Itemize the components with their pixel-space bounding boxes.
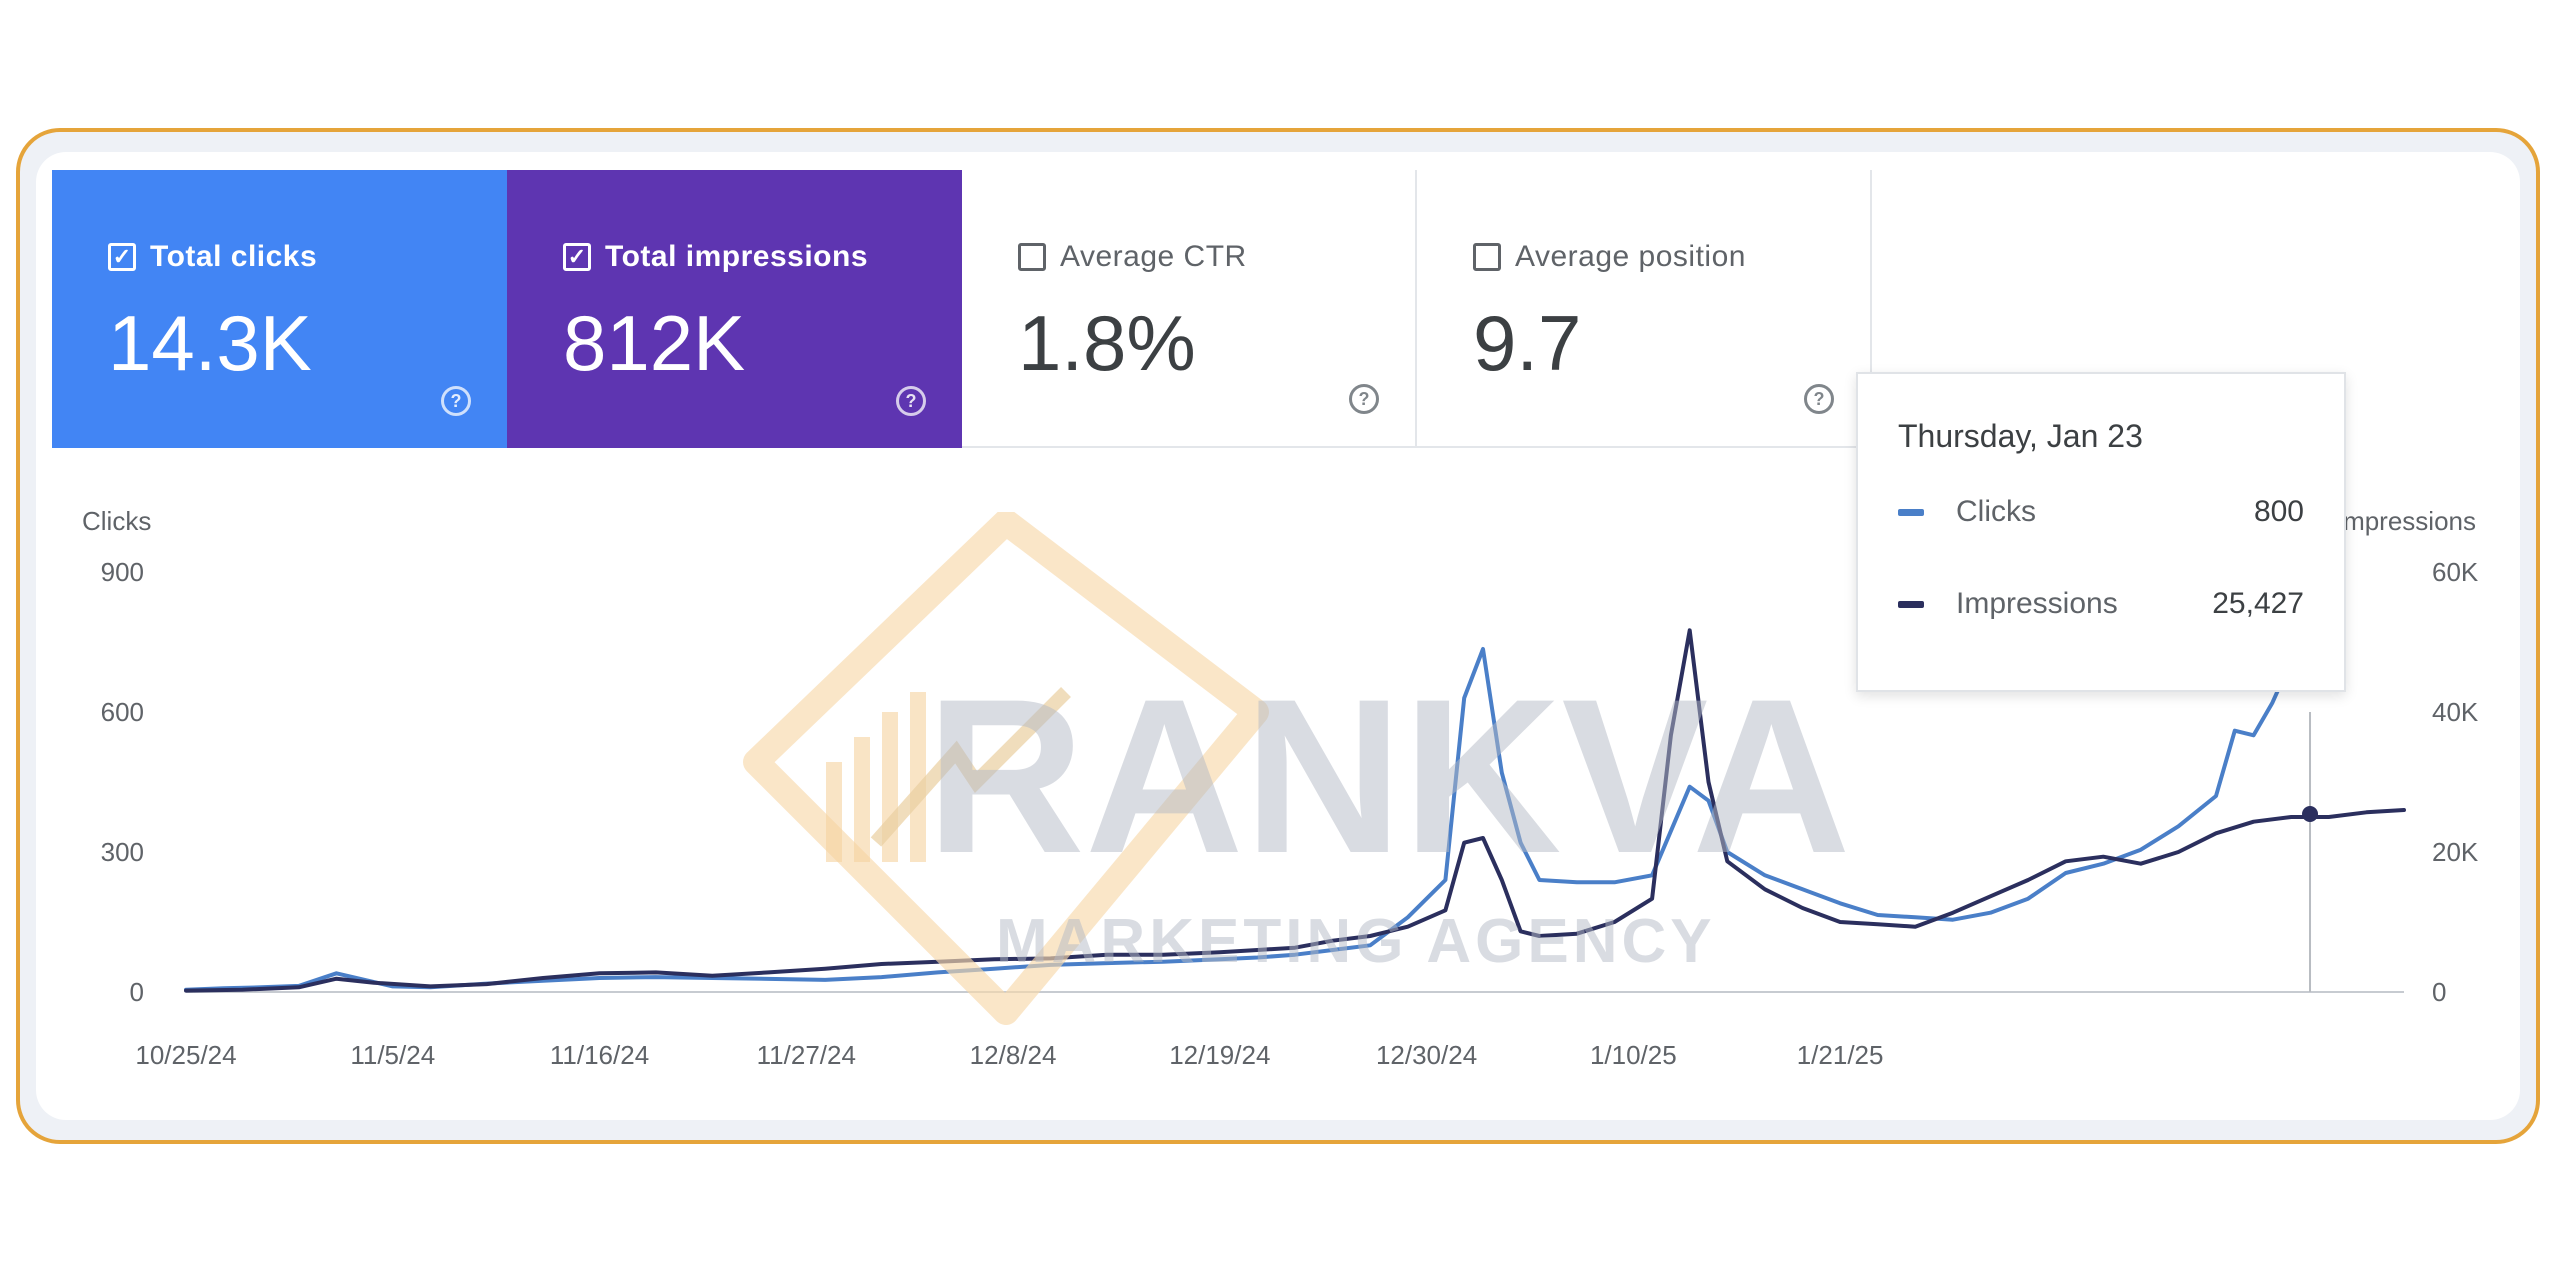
x-tick-label: 11/27/24 [757, 1040, 856, 1070]
y-right-tick-label: 40K [2432, 697, 2479, 727]
tooltip-row-impressions: Impressions 25,427 [1898, 584, 2304, 624]
x-ticks: 10/25/24 11/5/24 11/16/24 11/27/24 12/8/24 12… [135, 1040, 1883, 1070]
metric-average-position[interactable]: Average position 9.7 ? [1417, 170, 1872, 448]
tooltip-row-clicks: Clicks 800 [1898, 492, 2304, 532]
x-tick-label: 1/21/25 [1797, 1040, 1884, 1070]
help-icon[interactable]: ? [441, 386, 471, 416]
x-tick-label: 12/19/24 [1169, 1040, 1270, 1070]
y-right-tick-label: 20K [2432, 837, 2479, 867]
metric-tabs: ✓ Total clicks 14.3K ? ✓ Total impressio… [52, 170, 1872, 450]
help-icon[interactable]: ? [1804, 384, 1834, 414]
help-icon[interactable]: ? [1349, 384, 1379, 414]
metric-total-impressions[interactable]: ✓ Total impressions 812K ? [507, 170, 962, 448]
x-tick-label: 12/30/24 [1376, 1040, 1477, 1070]
x-tick-label: 1/10/25 [1590, 1040, 1677, 1070]
clicks-legend-icon [1898, 508, 1924, 516]
tooltip-title: Thursday, Jan 23 [1898, 418, 2143, 454]
performance-card: ✓ Total clicks 14.3K ? ✓ Total impressio… [36, 152, 2520, 1120]
y-left-tick-label: 0 [130, 977, 144, 1007]
metric-label-row: ✓ Total clicks [108, 240, 317, 274]
metric-label: Average CTR [1060, 240, 1247, 273]
metric-label: Average position [1515, 240, 1746, 273]
help-icon[interactable]: ? [896, 386, 926, 416]
metric-label: Total clicks [150, 240, 318, 273]
tooltip-row-name: Clicks [1956, 495, 2036, 528]
y-right-tick-label: 60K [2432, 557, 2479, 587]
checkbox-checked-icon[interactable]: ✓ [108, 243, 136, 271]
chart-tooltip: Thursday, Jan 23 Clicks 800 Impressions … [1856, 372, 2346, 692]
y-right-axis-label: Impressions [2336, 506, 2476, 536]
metric-value: 1.8% [1018, 299, 1196, 387]
x-tick-label: 11/5/24 [350, 1040, 435, 1070]
hover-point-impressions [2302, 806, 2319, 823]
metric-label-row: Average CTR [1018, 240, 1247, 274]
chart-series [184, 607, 2406, 993]
y-left-tick-label: 900 [101, 557, 144, 587]
checkbox-unchecked-icon[interactable] [1018, 243, 1046, 271]
metric-label-row: Average position [1473, 240, 1746, 274]
metric-label-row: ✓ Total impressions [563, 240, 868, 274]
checkbox-unchecked-icon[interactable] [1473, 243, 1501, 271]
metric-value: 812K [563, 299, 746, 387]
y-left-tick-label: 600 [101, 697, 144, 727]
x-tick-label: 10/25/24 [135, 1040, 236, 1070]
x-tick-label: 11/16/24 [550, 1040, 649, 1070]
tooltip-row-value: 25,427 [2212, 587, 2304, 620]
screenshot-frame: ✓ Total clicks 14.3K ? ✓ Total impressio… [16, 128, 2540, 1144]
performance-chart: Clicks Impressions 900 600 300 0 60K 40K 20K 0… [82, 506, 2479, 1070]
y-left-ticks: 900 600 300 0 [101, 557, 144, 1007]
series-line-impressions [184, 628, 2406, 993]
y-right-ticks: 60K 40K 20K 0 [2432, 557, 2479, 1007]
checkbox-checked-icon[interactable]: ✓ [563, 243, 591, 271]
tooltip-row-value: 800 [2253, 495, 2304, 528]
metric-value: 14.3K [108, 299, 312, 387]
x-tick-label: 12/8/24 [970, 1040, 1057, 1070]
y-right-tick-label: 0 [2432, 977, 2446, 1007]
impressions-legend-icon [1898, 600, 1924, 608]
y-left-axis-label: Clicks [82, 506, 151, 536]
y-left-tick-label: 300 [101, 837, 144, 867]
metric-value: 9.7 [1473, 299, 1582, 387]
metric-average-ctr[interactable]: Average CTR 1.8% ? [962, 170, 1417, 448]
tooltip-row-name: Impressions [1956, 587, 2118, 620]
series-line-clicks [184, 607, 2331, 992]
metric-total-clicks[interactable]: ✓ Total clicks 14.3K ? [52, 170, 507, 448]
metric-label: Total impressions [605, 240, 869, 273]
